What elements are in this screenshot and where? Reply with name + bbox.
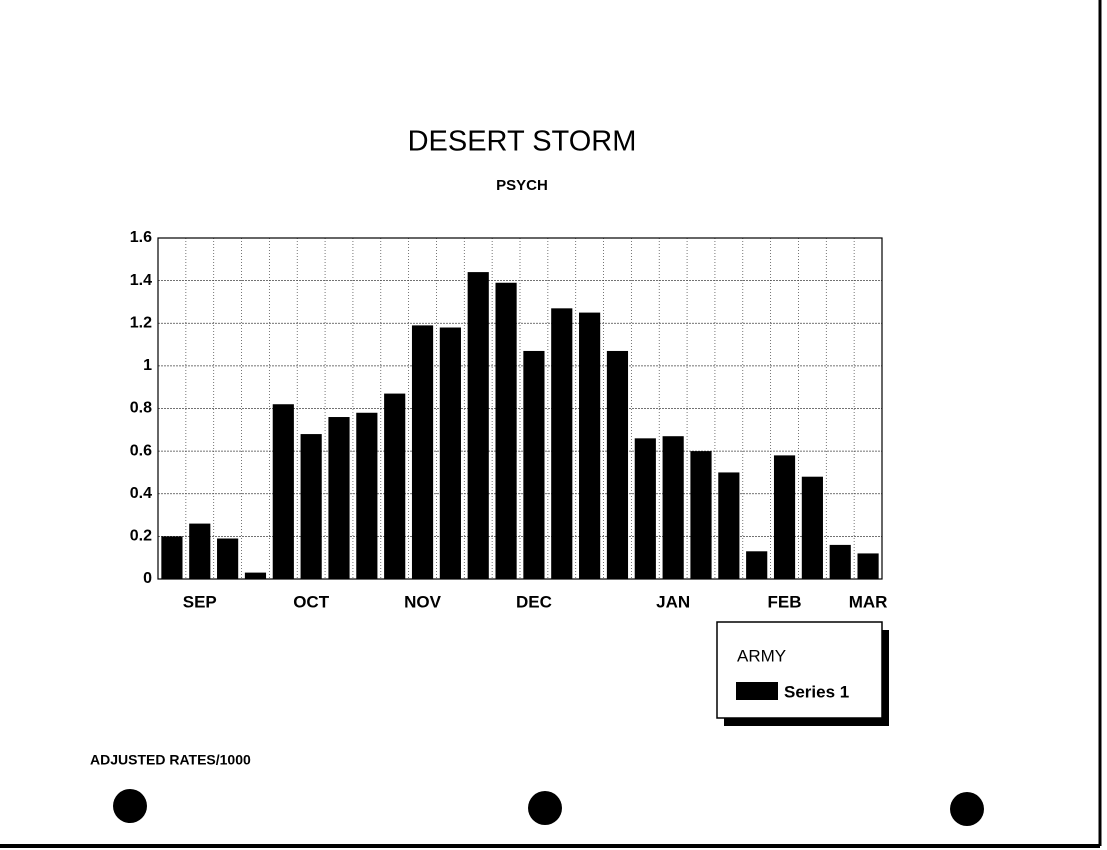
bar (523, 350, 545, 579)
bar (272, 404, 294, 579)
y-tick-label: 1.6 (130, 229, 152, 246)
y-tick-label: 1.4 (130, 272, 152, 289)
punch-hole (528, 791, 562, 825)
bar (384, 393, 406, 579)
x-tick-label: OCT (293, 592, 330, 611)
bar (662, 436, 684, 579)
x-tick-label: SEP (183, 592, 217, 611)
y-tick-label: 0 (143, 570, 152, 587)
bar (579, 312, 601, 579)
x-tick-label: NOV (404, 592, 442, 611)
chart-subtitle: PSYCH (496, 177, 548, 194)
bar (606, 350, 629, 579)
y-tick-label: 0.8 (130, 400, 152, 417)
x-tick-label: FEB (768, 592, 802, 611)
bar (161, 536, 183, 579)
punch-hole (113, 789, 147, 823)
bar (801, 476, 823, 579)
bar (411, 325, 434, 579)
bar (829, 544, 851, 579)
chart-title: DESERT STORM (408, 126, 637, 158)
bar (189, 523, 211, 579)
annotation: ADJUSTED RATES/1000 (90, 752, 251, 768)
bar (300, 434, 322, 579)
bar (746, 551, 768, 579)
bar (773, 455, 796, 579)
x-tick-label: JAN (656, 592, 690, 611)
y-tick-label: 1 (143, 357, 152, 374)
x-tick-label: MAR (849, 592, 888, 611)
legend-title: ARMY (737, 646, 786, 665)
bar (467, 272, 489, 579)
legend (716, 621, 883, 719)
bar (217, 538, 239, 579)
y-tick-label: 0.4 (130, 485, 152, 502)
bar (690, 451, 712, 579)
legend-label: Series 1 (784, 682, 849, 701)
bar (634, 438, 656, 579)
y-tick-label: 0.6 (130, 442, 152, 459)
legend-swatch (736, 682, 778, 700)
bar (439, 327, 461, 579)
bar (718, 472, 740, 579)
bar (495, 282, 517, 579)
bar (551, 308, 573, 579)
plot-frame (157, 237, 883, 580)
bar (857, 553, 879, 579)
bar (328, 417, 350, 579)
bar (356, 412, 378, 579)
x-tick-label: DEC (516, 592, 552, 611)
y-tick-label: 1.2 (130, 314, 152, 331)
bar (244, 572, 267, 579)
y-tick-label: 0.2 (130, 528, 152, 545)
punch-hole (950, 792, 984, 826)
